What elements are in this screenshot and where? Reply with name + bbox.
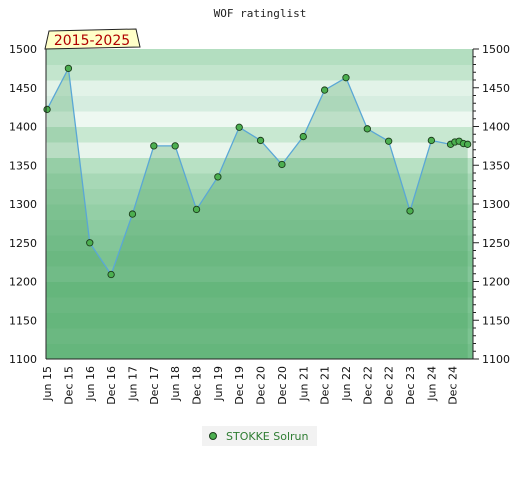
background-band <box>46 281 473 298</box>
period-label-text: 2015-2025 <box>54 33 130 49</box>
background-band <box>46 204 473 220</box>
x-tick-label: Dec 22 <box>383 366 396 405</box>
period-label-box <box>44 28 141 50</box>
y-tick-label-right: 1300 <box>482 198 510 211</box>
background-band <box>46 328 473 344</box>
background-band <box>46 80 473 96</box>
y-tick-label-left: 1450 <box>9 82 37 95</box>
data-point[interactable] <box>427 136 436 145</box>
y-tick-label-right: 1150 <box>482 314 510 327</box>
data-point[interactable] <box>278 160 286 169</box>
x-tick-label: Dec 18 <box>191 366 204 405</box>
data-point[interactable] <box>406 207 414 215</box>
background-band <box>46 111 473 127</box>
background-band <box>46 95 473 112</box>
x-tick-label: Dec 20 <box>276 366 289 405</box>
legend-box <box>202 426 317 446</box>
y-tick-label-left: 1200 <box>9 276 37 289</box>
x-tick-label: Dec 16 <box>105 366 118 405</box>
period-label: 2015-2025 <box>44 28 141 50</box>
y-tick-label-right: 1200 <box>482 276 510 289</box>
data-point[interactable] <box>128 210 137 218</box>
y-tick-label-left: 1350 <box>9 159 37 172</box>
background-band <box>46 312 473 329</box>
x-tick-label: Jun 16 <box>84 366 97 402</box>
y-tick-label-left: 1100 <box>9 353 37 366</box>
x-tick-label: Dec 17 <box>148 366 161 405</box>
x-tick-label: Dec 21 <box>319 366 332 405</box>
background-band <box>46 173 473 189</box>
background-band <box>46 157 473 174</box>
background-band <box>46 64 473 81</box>
x-tick-label: Jun 19 <box>212 366 225 402</box>
x-tick-label: Dec 19 <box>233 366 246 405</box>
x-tick-label: Dec 24 <box>447 366 460 405</box>
y-ticks-right: 1100 1150 1200 1250 1300 1350 1400 1450 1500 <box>473 43 510 366</box>
background-band <box>46 297 473 313</box>
legend-marker <box>209 432 217 440</box>
data-point[interactable] <box>342 74 350 82</box>
data-point[interactable] <box>107 270 115 279</box>
chart-title: WOF ratinglist <box>214 7 307 20</box>
data-point[interactable] <box>235 123 243 131</box>
data-point[interactable] <box>86 239 94 247</box>
y-tick-label-right: 1250 <box>482 237 510 250</box>
data-point[interactable] <box>299 132 307 141</box>
x-tick-label: Jun 15 <box>41 366 54 402</box>
y-tick-label-right: 1500 <box>482 43 510 56</box>
data-point[interactable] <box>320 86 329 94</box>
x-tick-label: Jun 22 <box>340 366 353 402</box>
y-tick-label-right: 1450 <box>482 82 510 95</box>
y-tick-label-left: 1500 <box>9 43 37 56</box>
y-tick-label-right: 1350 <box>482 159 510 172</box>
x-tick-label: Dec 20 <box>255 366 268 405</box>
legend-label: STOKKE Solrun <box>226 430 308 443</box>
y-tick-label-right: 1400 <box>482 121 510 134</box>
data-point[interactable] <box>192 205 201 214</box>
background-bands <box>46 49 473 360</box>
legend[interactable]: STOKKE Solrun <box>202 426 317 446</box>
data-points <box>43 64 472 279</box>
data-point[interactable] <box>464 140 472 148</box>
y-tick-label-left: 1250 <box>9 237 37 250</box>
y-tick-label-right: 1100 <box>482 353 510 366</box>
data-point[interactable] <box>43 105 51 114</box>
background-band <box>46 343 473 360</box>
background-band <box>46 219 473 236</box>
data-point[interactable] <box>64 64 73 73</box>
y-tick-label-left: 1150 <box>9 314 37 327</box>
background-band <box>46 235 473 251</box>
x-tick-label: Dec 22 <box>361 366 374 405</box>
x-tick-label: Jun 21 <box>297 366 310 402</box>
data-point[interactable] <box>214 173 222 181</box>
background-band <box>46 188 473 205</box>
background-band <box>46 250 473 267</box>
x-tick-label: Jun 17 <box>126 366 139 402</box>
background-band <box>46 49 473 65</box>
x-tick-label: Jun 18 <box>169 366 182 402</box>
data-point[interactable] <box>385 137 393 145</box>
x-ticks: Jun 15 Dec 15 Jun 16 Dec 16 Jun 17 Dec 17 Jun … <box>41 366 460 405</box>
data-point[interactable] <box>256 136 265 145</box>
data-point[interactable] <box>171 142 179 150</box>
background-band <box>46 266 473 282</box>
y-tick-label-left: 1300 <box>9 198 37 211</box>
x-tick-label: Jun 24 <box>425 366 438 402</box>
series-area-layer <box>47 68 468 359</box>
data-point[interactable] <box>363 125 371 133</box>
data-point[interactable] <box>150 142 158 150</box>
y-ticks-left: 1100 1150 1200 1250 1300 1350 1400 1450 1500 <box>9 43 37 366</box>
x-tick-label: Dec 15 <box>62 366 75 405</box>
x-tick-label: Dec 23 <box>404 366 417 405</box>
series-area <box>47 68 468 359</box>
y-tick-label-left: 1400 <box>9 121 37 134</box>
